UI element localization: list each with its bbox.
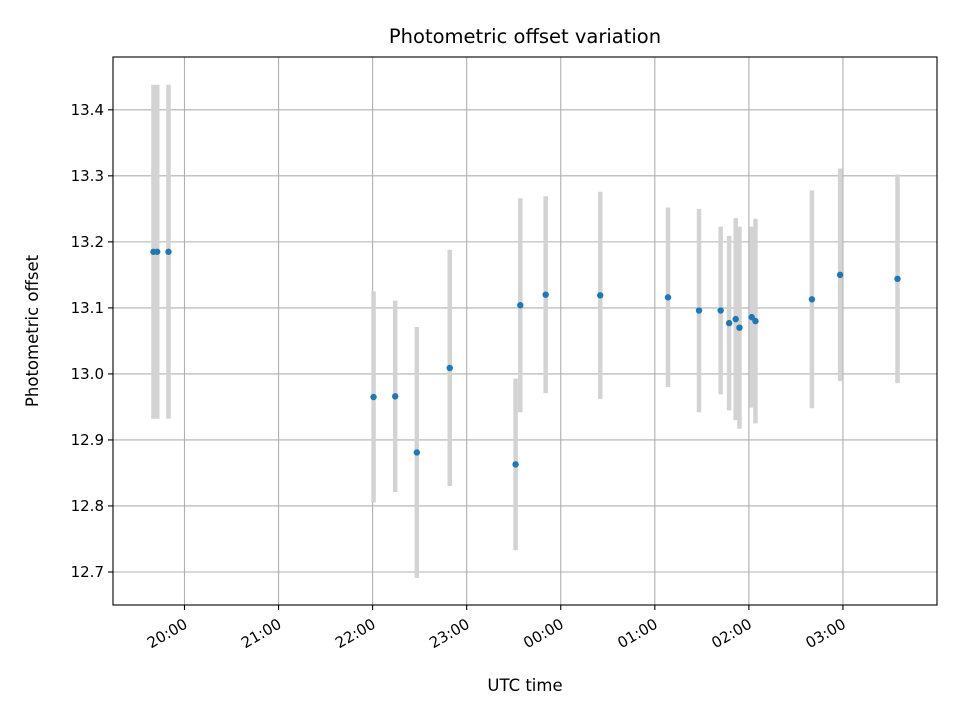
data-point bbox=[808, 296, 816, 303]
data-point bbox=[413, 449, 421, 456]
data-point bbox=[512, 461, 519, 468]
data-point bbox=[695, 307, 703, 314]
y-tick-label: 12.8 bbox=[71, 497, 104, 515]
data-point bbox=[717, 307, 724, 314]
y-axis-ticks: 12.7 12.8 12.9 13.0 13.1 13.2 13.3 13.4 bbox=[71, 101, 113, 581]
data-point bbox=[517, 302, 524, 309]
y-axis-title: Photometric offset bbox=[23, 254, 42, 407]
data-point bbox=[597, 292, 604, 299]
plot-area-frame bbox=[112, 56, 938, 606]
y-tick-label: 12.9 bbox=[71, 431, 104, 449]
y-tick-label: 13.1 bbox=[71, 299, 104, 317]
data-point bbox=[894, 275, 901, 283]
chart-title: Photometric offset variation bbox=[389, 25, 661, 48]
data-points bbox=[150, 248, 901, 468]
data-point bbox=[391, 393, 399, 400]
x-axis-title: UTC time bbox=[487, 676, 562, 695]
data-point bbox=[725, 319, 733, 327]
data-point bbox=[748, 313, 755, 321]
data-point bbox=[165, 248, 172, 255]
data-point bbox=[736, 324, 743, 331]
data-point bbox=[542, 291, 549, 298]
data-point bbox=[732, 315, 739, 323]
grid-lines bbox=[113, 57, 937, 605]
y-tick-label: 13.3 bbox=[71, 167, 104, 185]
y-tick-label: 13.4 bbox=[71, 101, 104, 119]
data-point bbox=[752, 317, 759, 325]
data-point bbox=[370, 393, 377, 401]
y-tick-label: 12.7 bbox=[71, 563, 104, 581]
data-point bbox=[664, 294, 672, 301]
data-point bbox=[836, 271, 844, 279]
y-tick-label: 13.2 bbox=[71, 233, 104, 251]
data-point bbox=[154, 248, 161, 255]
y-tick-label: 13.0 bbox=[71, 365, 104, 383]
data-point bbox=[446, 364, 453, 372]
